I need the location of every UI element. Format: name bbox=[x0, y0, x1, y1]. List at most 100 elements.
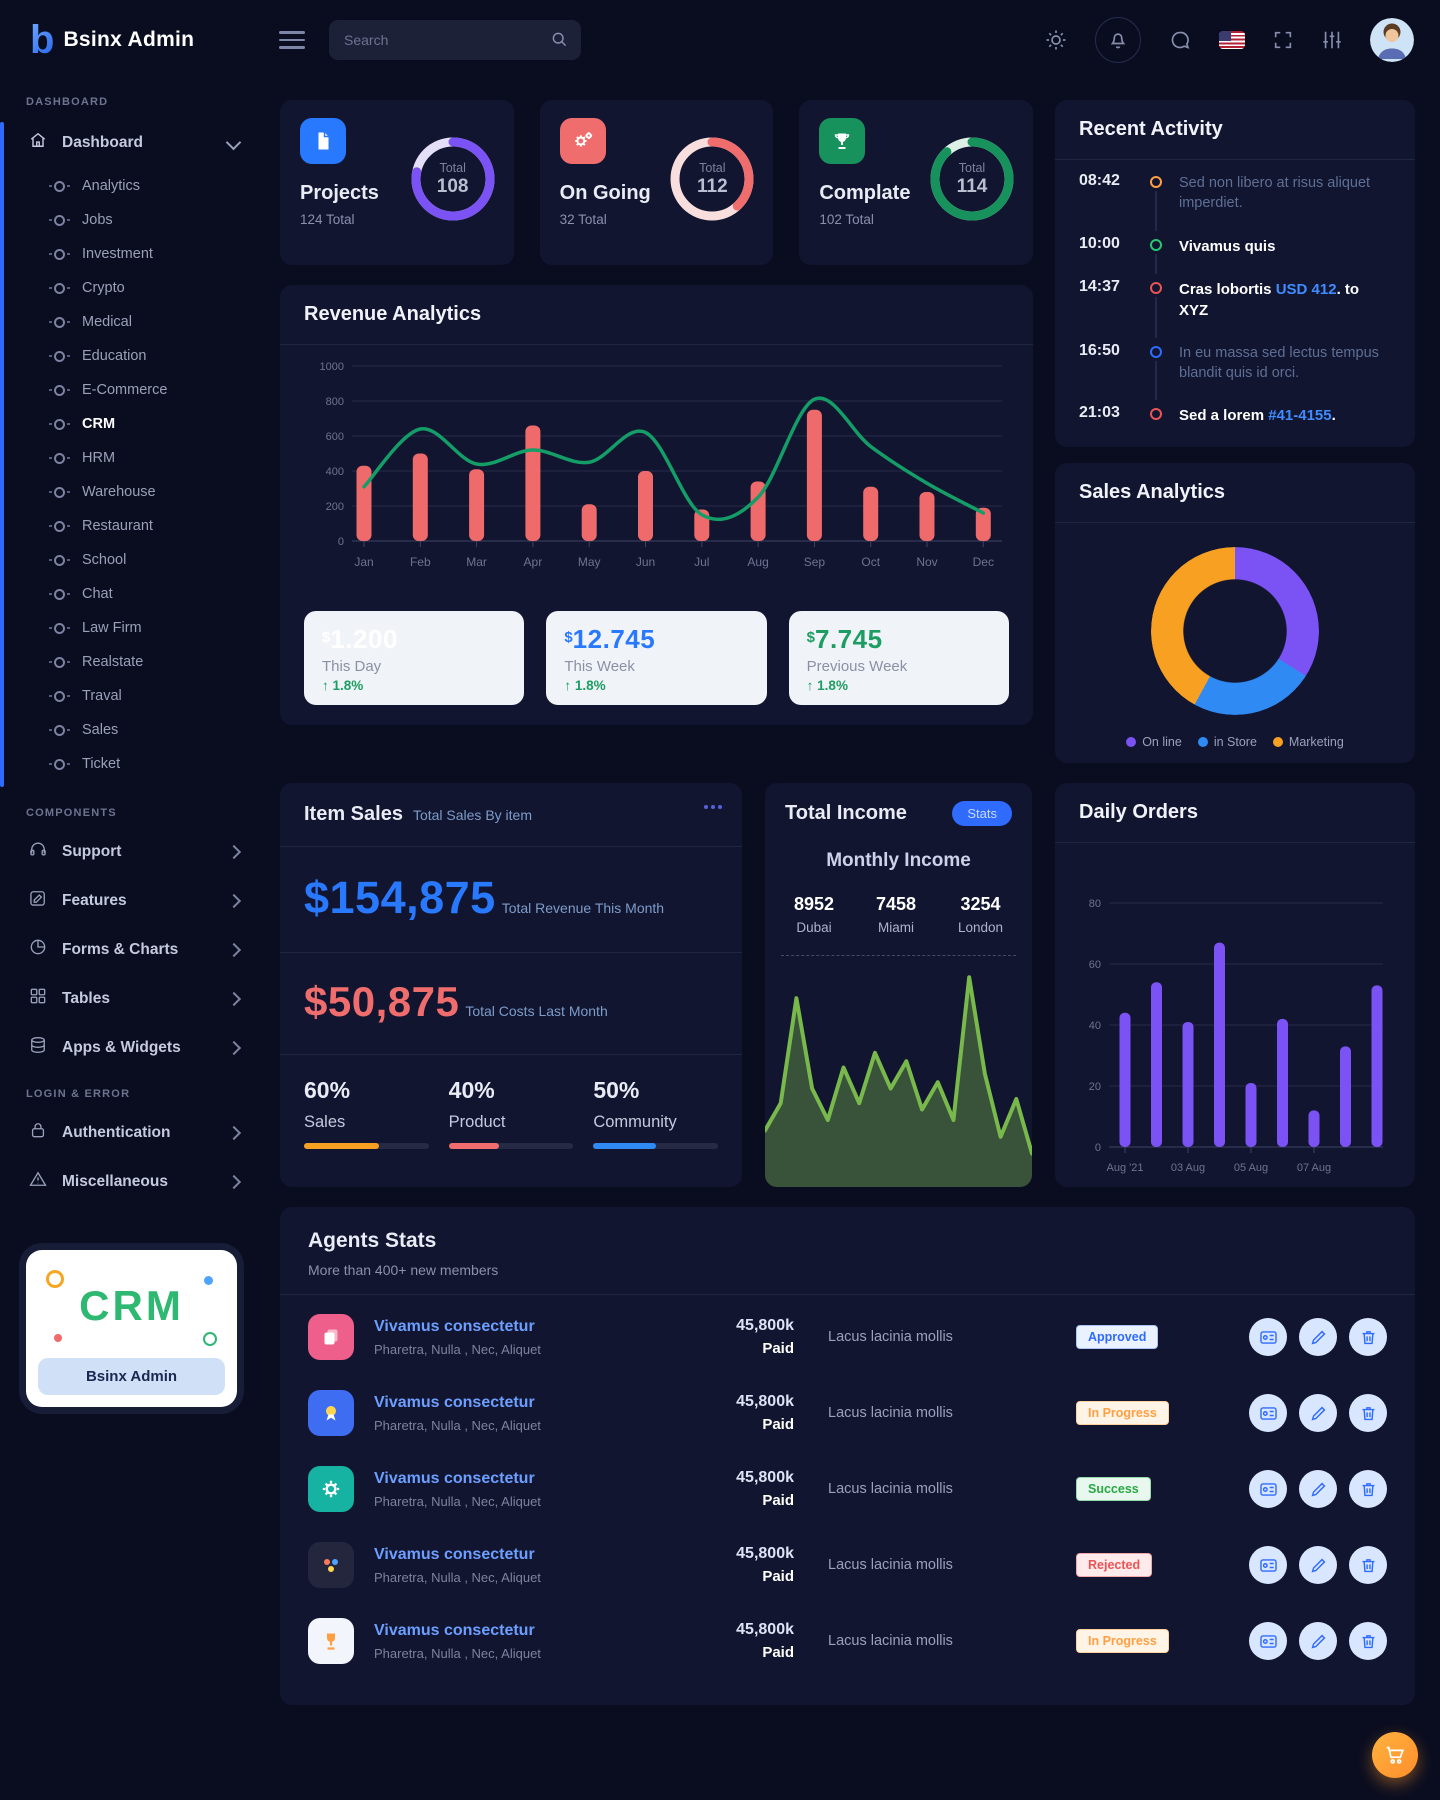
stats-badge[interactable]: Stats bbox=[952, 801, 1012, 827]
sidebar-item-crm[interactable]: CRM bbox=[0, 407, 263, 441]
messages-icon[interactable] bbox=[1168, 28, 1192, 52]
fullscreen-icon[interactable] bbox=[1272, 29, 1294, 51]
file-icon bbox=[300, 118, 346, 164]
agent-name-link[interactable]: Vivamus consectetur bbox=[374, 1469, 535, 1487]
bullet-icon bbox=[49, 214, 70, 226]
agent-name-link[interactable]: Vivamus consectetur bbox=[374, 1621, 535, 1639]
language-flag-icon[interactable] bbox=[1219, 31, 1245, 49]
sidebar-promo-card[interactable]: CRM Bsinx Admin bbox=[26, 1250, 237, 1407]
menu-icon[interactable] bbox=[279, 26, 305, 54]
bullet-icon bbox=[49, 758, 70, 770]
agent-note: Lacus lacinia mollis bbox=[828, 1633, 953, 1650]
view-card-button[interactable] bbox=[1249, 1622, 1287, 1661]
edit-button[interactable] bbox=[1299, 1394, 1337, 1433]
agent-name-link[interactable]: Vivamus consectetur bbox=[374, 1545, 535, 1563]
legend-item: On line bbox=[1126, 735, 1182, 749]
total-revenue-amount: $154,875 bbox=[304, 872, 496, 924]
sidebar-item-features[interactable]: Features bbox=[0, 876, 263, 925]
sidebar-item-analytics[interactable]: Analytics bbox=[0, 169, 263, 203]
svg-text:05 Aug: 05 Aug bbox=[1234, 1162, 1268, 1174]
view-card-button[interactable] bbox=[1249, 1318, 1287, 1357]
view-card-button[interactable] bbox=[1249, 1546, 1287, 1585]
user-avatar[interactable] bbox=[1370, 18, 1414, 62]
agent-app-icon bbox=[308, 1618, 354, 1665]
card-title: Daily Orders bbox=[1079, 801, 1198, 824]
bullet-icon bbox=[49, 384, 70, 396]
sidebar-item-forms-charts[interactable]: Forms & Charts bbox=[0, 925, 263, 974]
delete-button[interactable] bbox=[1349, 1394, 1387, 1433]
sidebar-item-crypto[interactable]: Crypto bbox=[0, 271, 263, 305]
edit-button[interactable] bbox=[1299, 1470, 1337, 1509]
activity-link[interactable]: #41-4155 bbox=[1268, 407, 1332, 425]
agent-detail: Pharetra, Nulla , Nec, Aliquet bbox=[374, 1645, 541, 1661]
stat-title: Complate bbox=[819, 182, 911, 204]
delete-button[interactable] bbox=[1349, 1622, 1387, 1661]
sidebar-item-chat[interactable]: Chat bbox=[0, 577, 263, 611]
sidebar-item-tables[interactable]: Tables bbox=[0, 974, 263, 1023]
activity-item: 16:50 In eu massa sed lectus tempus blan… bbox=[1079, 342, 1391, 405]
floating-cart-button[interactable] bbox=[1372, 1732, 1418, 1778]
light-mode-icon[interactable] bbox=[1044, 28, 1068, 52]
agent-amount-label: Paid bbox=[762, 1416, 794, 1434]
activity-link[interactable]: USD 412 bbox=[1275, 280, 1337, 298]
bullet-icon bbox=[49, 350, 70, 362]
bullet-icon bbox=[49, 316, 70, 328]
sidebar-item-school[interactable]: School bbox=[0, 543, 263, 577]
summary-box-this-week: $12.745 This Week ↑ 1.8% bbox=[546, 611, 767, 705]
sidebar-item-miscellaneous[interactable]: Miscellaneous bbox=[0, 1157, 263, 1206]
sidebar-item-education[interactable]: Education bbox=[0, 339, 263, 373]
sidebar-item-lawfirm[interactable]: Law Firm bbox=[0, 611, 263, 645]
edit-button[interactable] bbox=[1299, 1318, 1337, 1357]
chevron-right-icon bbox=[226, 893, 242, 908]
edit-button[interactable] bbox=[1299, 1622, 1337, 1661]
sidebar-item-dashboard[interactable]: Dashboard bbox=[0, 118, 263, 167]
sidebar-item-jobs[interactable]: Jobs bbox=[0, 203, 263, 237]
agent-detail: Pharetra, Nulla , Nec, Aliquet bbox=[374, 1417, 541, 1433]
city-london: 3254 London bbox=[957, 894, 1003, 936]
notifications-bell-icon[interactable] bbox=[1095, 17, 1141, 63]
agent-amount-label: Paid bbox=[762, 1644, 794, 1662]
chevron-right-icon bbox=[226, 942, 242, 957]
agent-name-link[interactable]: Vivamus consectetur bbox=[374, 1317, 535, 1335]
sidebar-item-hrm[interactable]: HRM bbox=[0, 441, 263, 475]
lock-icon bbox=[28, 1120, 48, 1145]
table-row: Vivamus consectetur Pharetra, Nulla , Nec… bbox=[308, 1299, 1387, 1375]
sidebar-item-ticket[interactable]: Ticket bbox=[0, 747, 263, 781]
agent-note: Lacus lacinia mollis bbox=[828, 1481, 953, 1498]
agent-name-link[interactable]: Vivamus consectetur bbox=[374, 1393, 535, 1411]
sidebar-item-authentication[interactable]: Authentication bbox=[0, 1108, 263, 1157]
sidebar-item-warehouse[interactable]: Warehouse bbox=[0, 475, 263, 509]
chevron-right-icon bbox=[226, 844, 242, 859]
activity-item: 21:03 Sed a lorem #41-4155. bbox=[1079, 404, 1391, 447]
brand[interactable]: b Bsinx Admin bbox=[0, 20, 263, 60]
sidebar-item-realstate[interactable]: Realstate bbox=[0, 645, 263, 679]
chevron-right-icon bbox=[226, 1174, 242, 1189]
revenue-total-block: $154,875 Total Revenue This Month bbox=[280, 847, 742, 952]
delete-button[interactable] bbox=[1349, 1470, 1387, 1509]
sidebar-item-medical[interactable]: Medical bbox=[0, 305, 263, 339]
timeline-dot-icon bbox=[1150, 176, 1162, 188]
settings-sliders-icon[interactable] bbox=[1321, 29, 1343, 51]
view-card-button[interactable] bbox=[1249, 1394, 1287, 1433]
edit-button[interactable] bbox=[1299, 1546, 1337, 1585]
delete-button[interactable] bbox=[1349, 1318, 1387, 1357]
search-icon[interactable] bbox=[549, 29, 570, 55]
sidebar-item-traval[interactable]: Traval bbox=[0, 679, 263, 713]
table-row: Vivamus consectetur Pharetra, Nulla , Nec… bbox=[308, 1451, 1387, 1527]
more-options-icon[interactable] bbox=[704, 805, 722, 810]
svg-text:Feb: Feb bbox=[410, 555, 431, 569]
summary-box-previous-week: $7.745 Previous Week ↑ 1.8% bbox=[788, 611, 1009, 705]
status-badge: Success bbox=[1076, 1477, 1151, 1502]
sidebar-item-apps-widgets[interactable]: Apps & Widgets bbox=[0, 1023, 263, 1072]
delete-button[interactable] bbox=[1349, 1546, 1387, 1585]
activity-time: 08:42 bbox=[1079, 172, 1120, 189]
activity-text: In eu massa sed lectus tempus blandit qu… bbox=[1179, 344, 1379, 381]
sidebar-item-support[interactable]: Support bbox=[0, 827, 263, 876]
metric-community: 50% Community bbox=[593, 1077, 718, 1150]
sidebar-item-investment[interactable]: Investment bbox=[0, 237, 263, 271]
sidebar-item-restaurant[interactable]: Restaurant bbox=[0, 509, 263, 543]
sidebar-item-sales[interactable]: Sales bbox=[0, 713, 263, 747]
view-card-button[interactable] bbox=[1249, 1470, 1287, 1509]
sidebar-item-ecommerce[interactable]: E-Commerce bbox=[0, 373, 263, 407]
search-input[interactable] bbox=[329, 20, 581, 60]
